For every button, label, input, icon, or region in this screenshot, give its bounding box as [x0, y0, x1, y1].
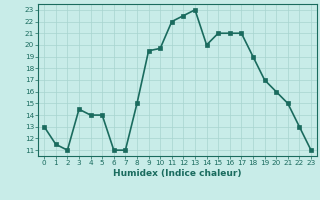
X-axis label: Humidex (Indice chaleur): Humidex (Indice chaleur) [113, 169, 242, 178]
